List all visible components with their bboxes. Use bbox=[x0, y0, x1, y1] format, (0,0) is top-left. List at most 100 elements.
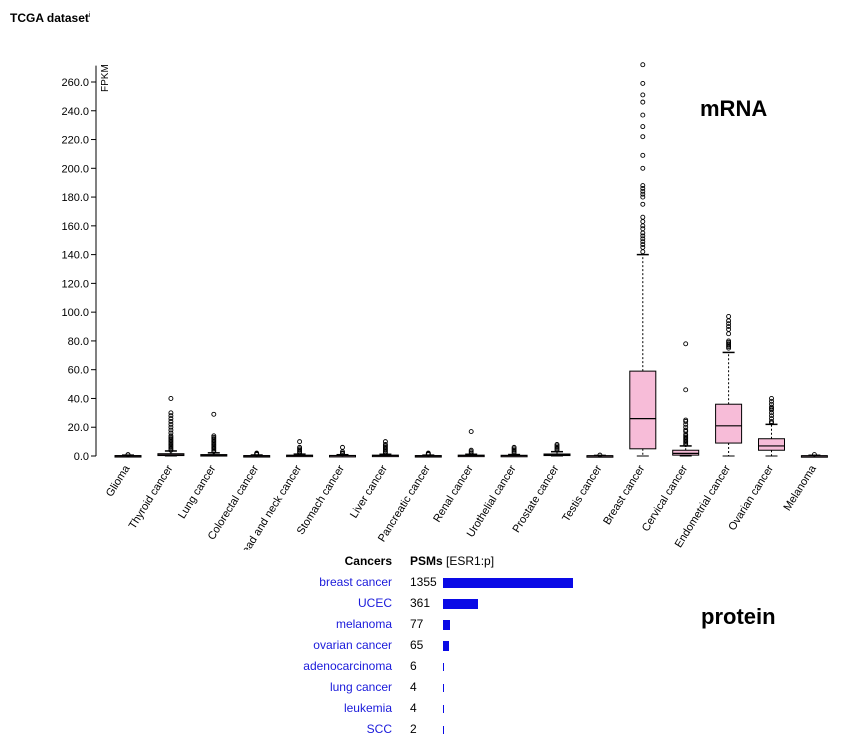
x-tick-label: Glioma bbox=[104, 462, 133, 499]
outlier-point bbox=[726, 331, 732, 337]
protein-label: protein bbox=[701, 604, 776, 629]
cancer-link[interactable]: melanoma bbox=[335, 617, 392, 631]
outlier-point bbox=[683, 427, 689, 433]
mrna-boxplot: 0.0 20.0 40.0 60.0 80.0 100.0 120.0 140.0 160.0 1… bbox=[61, 62, 828, 550]
outlier-point bbox=[640, 92, 646, 98]
psm-value: 2 bbox=[410, 722, 417, 736]
outlier-point bbox=[554, 444, 560, 450]
outlier-point bbox=[640, 188, 646, 194]
cancer-link[interactable]: breast cancer bbox=[319, 575, 392, 589]
protein-row: melanoma 77 bbox=[0, 614, 842, 635]
outlier-point bbox=[640, 134, 646, 140]
outlier-point bbox=[168, 410, 174, 416]
psm-value: 65 bbox=[410, 638, 424, 652]
outlier-point bbox=[168, 421, 174, 427]
box-5 bbox=[286, 439, 314, 458]
y-tick-label: 140.0 bbox=[61, 250, 89, 262]
outlier-point bbox=[640, 191, 646, 197]
outlier-point bbox=[168, 416, 174, 422]
x-tick-label: Cervical cancer bbox=[640, 463, 691, 534]
mrna-label: mRNA bbox=[700, 96, 768, 121]
outlier-point bbox=[726, 338, 732, 344]
outlier-point bbox=[640, 194, 646, 200]
outlier-point bbox=[382, 439, 388, 445]
outlier-point bbox=[683, 387, 689, 393]
outlier-point bbox=[640, 244, 646, 250]
box-iqr bbox=[758, 438, 785, 451]
outlier-point bbox=[726, 326, 732, 332]
box-17 bbox=[800, 452, 828, 458]
box-iqr bbox=[672, 449, 700, 456]
x-tick-label: Breast cancer bbox=[601, 463, 647, 527]
protein-row: SCC 2 bbox=[0, 719, 842, 740]
y-tick-label: 220.0 bbox=[61, 135, 89, 147]
psm-bar bbox=[443, 663, 444, 671]
box-13 bbox=[629, 62, 657, 457]
protein-row: breast cancer 1355 bbox=[0, 572, 842, 593]
outlier-point bbox=[168, 419, 174, 424]
outlier-point bbox=[683, 417, 689, 423]
outlier-point bbox=[640, 236, 646, 242]
box-1 bbox=[114, 452, 142, 458]
outlier-point bbox=[168, 433, 174, 439]
header-gene: [ESR1:p] bbox=[446, 554, 495, 568]
outlier-point bbox=[769, 407, 774, 413]
psm-value: 77 bbox=[410, 617, 424, 631]
protein-row: ovarian cancer 65 bbox=[0, 635, 842, 656]
box-2 bbox=[157, 396, 185, 457]
outlier-point bbox=[726, 341, 732, 347]
outlier-point bbox=[769, 396, 774, 401]
outlier-point bbox=[554, 442, 560, 447]
outlier-point bbox=[683, 419, 689, 424]
header-psms-wrap: PSMs [ESR1:p] bbox=[410, 551, 494, 572]
y-tick-label: 240.0 bbox=[61, 106, 89, 118]
outlier-point bbox=[468, 429, 474, 434]
outlier-point bbox=[640, 112, 646, 118]
outlier-point bbox=[168, 396, 174, 401]
cancer-link[interactable]: ovarian cancer bbox=[313, 638, 392, 652]
outlier-point bbox=[511, 447, 517, 453]
cancer-link[interactable]: UCEC bbox=[357, 596, 392, 610]
x-tick-label: Lung cancer bbox=[176, 463, 218, 521]
protein-row: lung cancer 4 bbox=[0, 677, 842, 698]
outlier-point bbox=[297, 444, 303, 450]
cancer-link[interactable]: adenocarcinoma bbox=[303, 659, 392, 673]
cancer-link[interactable]: leukemia bbox=[343, 701, 392, 715]
outlier-point bbox=[597, 452, 603, 458]
outlier-point bbox=[640, 214, 646, 220]
outlier-point bbox=[640, 165, 646, 171]
y-tick-label: 200.0 bbox=[61, 163, 89, 175]
header-psms: PSMs bbox=[410, 554, 443, 568]
outlier-point bbox=[297, 447, 303, 453]
psm-bar bbox=[443, 620, 451, 630]
psm-bar bbox=[443, 578, 573, 588]
info-icon[interactable]: i bbox=[88, 12, 91, 19]
x-tick-label: Stomach cancer bbox=[295, 463, 347, 537]
outlier-point bbox=[168, 436, 174, 442]
box-11 bbox=[543, 442, 571, 457]
cancer-link[interactable]: lung cancer bbox=[329, 680, 392, 694]
x-tick-label: Renal cancer bbox=[431, 463, 476, 525]
cancer-link[interactable]: SCC bbox=[366, 722, 392, 736]
psm-bar bbox=[443, 641, 450, 651]
outlier-point bbox=[254, 450, 260, 456]
y-axis: 0.0 20.0 40.0 60.0 80.0 100.0 120.0 140.0 160.0 1… bbox=[61, 64, 111, 463]
outlier-point bbox=[769, 419, 774, 424]
box-4 bbox=[243, 450, 271, 458]
x-tick-label: Ovarian cancer bbox=[726, 463, 776, 533]
outlier-point bbox=[511, 446, 517, 452]
outlier-point bbox=[211, 434, 217, 440]
outlier-point bbox=[811, 452, 817, 458]
y-tick-label: 160.0 bbox=[61, 221, 89, 233]
outlier-point bbox=[211, 411, 217, 417]
outlier-point bbox=[297, 439, 303, 445]
box-8 bbox=[414, 450, 442, 458]
psm-value: 6 bbox=[410, 659, 417, 673]
outlier-point bbox=[726, 318, 732, 324]
outlier-point bbox=[683, 424, 689, 430]
x-tick-label: Thyroid cancer bbox=[127, 463, 176, 531]
outlier-point bbox=[468, 447, 474, 453]
box-16 bbox=[758, 396, 785, 457]
y-tick-label: 180.0 bbox=[61, 192, 89, 204]
boxes bbox=[114, 62, 828, 458]
